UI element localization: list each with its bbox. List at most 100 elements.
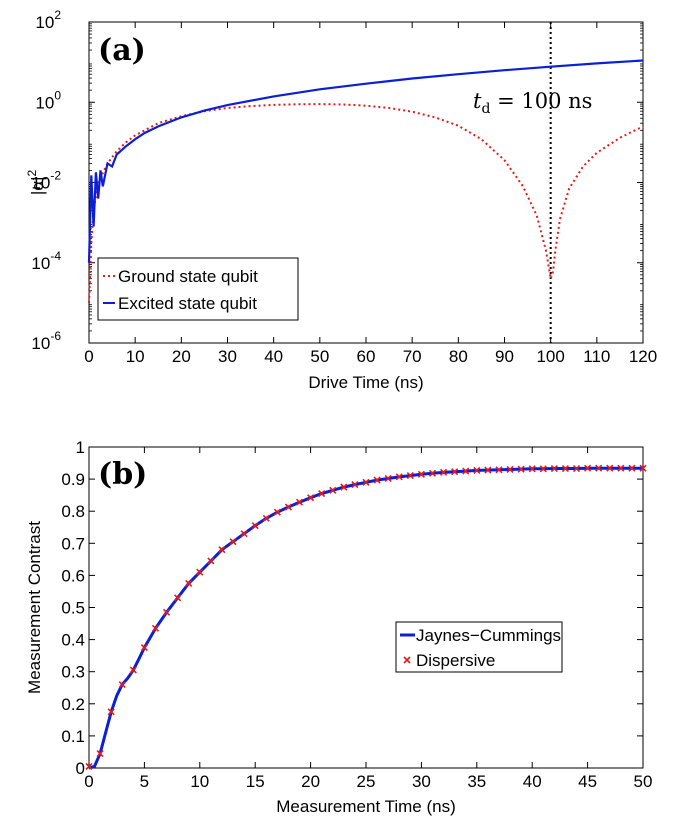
y-tick-label-a: 10-4 — [31, 249, 61, 273]
y-tick-exponent: 2 — [54, 8, 61, 22]
dispersive-marker — [129, 666, 137, 674]
panel-label-b: (b) — [98, 457, 147, 492]
y-tick-label-a: 10-2 — [31, 169, 61, 193]
y-tick-label-a: 10-6 — [31, 329, 61, 353]
dispersive-marker — [517, 465, 525, 473]
plot-area-b — [88, 446, 644, 769]
x-tick-label-a: 90 — [495, 347, 514, 366]
x-axis-label-a: Drive Time (ns) — [308, 373, 423, 392]
y-tick-label-b: 0.3 — [61, 663, 85, 682]
y-tick-label-b: 0.1 — [61, 727, 85, 746]
dispersive-marker — [151, 624, 160, 632]
dispersive-marker — [96, 749, 104, 758]
y-tick-label-b: 0.5 — [61, 599, 85, 618]
x-tick-label-b: 50 — [634, 772, 653, 791]
y-tick-exponent: -2 — [50, 169, 61, 183]
y-tick-label-a: 102 — [35, 8, 61, 32]
y-tick-label-b: 0.7 — [61, 534, 85, 553]
dispersive-marker — [451, 468, 459, 476]
y-axis-label-base: |α| — [28, 177, 47, 196]
legend-a: Ground state qubit Excited state qubit — [97, 257, 299, 321]
dispersive-marker — [162, 608, 171, 616]
y-tick-base: 10 — [35, 93, 54, 112]
x-tick-label-b: 25 — [357, 772, 376, 791]
legend-box-a — [97, 257, 299, 321]
dispersive-marker — [240, 530, 248, 538]
legend-b: Jaynes−Cummings Dispersive — [395, 621, 563, 673]
y-tick-label-b: 0.9 — [61, 470, 85, 489]
dispersive-marker — [606, 464, 614, 472]
x-tick-label-b: 40 — [523, 772, 542, 791]
dispersive-marker — [473, 466, 481, 474]
y-tick-base: 10 — [35, 13, 54, 32]
y-axis-label-sup: 2 — [25, 170, 39, 177]
legend-entry-b: Jaynes−Cummings — [416, 626, 561, 645]
dispersive-marker — [639, 464, 647, 472]
y-tick-label-b: 0.8 — [61, 502, 85, 521]
dispersive-marker — [484, 466, 492, 474]
x-tick-label-b: 45 — [578, 772, 597, 791]
dispersive-marker — [307, 494, 315, 502]
dispersive-marker — [628, 464, 636, 472]
x-tick-label-a: 0 — [84, 347, 93, 366]
dispersive-marker — [262, 514, 270, 522]
y-tick-base: 10 — [31, 174, 50, 193]
dispersive-marker — [550, 464, 558, 473]
legend-swatch-b — [403, 656, 411, 664]
dispersive-marker — [251, 522, 259, 530]
legend-entry-a: Excited state qubit — [118, 294, 257, 313]
y-tick-base: 10 — [31, 334, 50, 353]
legend-entry-b: Dispersive — [416, 651, 495, 670]
x-tick-label-a: 60 — [357, 347, 376, 366]
dispersive-marker — [595, 464, 603, 472]
excited-state-line — [87, 59, 644, 263]
panel-a: 0 10 20 30 40 50 60 70 80 90 100 110 12010-610-410-2… — [25, 8, 657, 392]
y-tick-exponent: -4 — [50, 249, 61, 263]
x-tick-label-b: 15 — [246, 772, 265, 791]
dispersive-marker — [417, 470, 425, 478]
dispersive-marker — [617, 464, 625, 472]
dispersive-marker — [406, 472, 414, 480]
dispersive-marker — [373, 476, 381, 484]
x-tick-label-b: 20 — [301, 772, 320, 791]
jaynes-cummings-line — [88, 466, 643, 770]
x-tick-label-a: 110 — [583, 347, 610, 366]
dispersive-marker — [218, 546, 226, 554]
dispersive-marker — [362, 478, 370, 486]
dispersive-marker — [528, 465, 536, 473]
dispersive-marker — [561, 464, 570, 473]
x-tick-label-a: 50 — [310, 347, 329, 366]
dispersive-marker — [539, 465, 547, 473]
dispersive-marker — [284, 503, 293, 511]
x-tick-label-a: 80 — [449, 347, 468, 366]
td-symbol: t — [473, 89, 482, 113]
dispersive-marker — [506, 465, 514, 474]
x-axis-label-b: Measurement Time (ns) — [276, 797, 456, 816]
panel-b: 0 5 10 15 20 25 30 35 40 45 50 0 0.1 0.2 0.3 0.4 0.5 0.6 0… — [25, 438, 652, 816]
x-tick-label-b: 10 — [190, 772, 209, 791]
y-axis-label-a: |α|2 — [25, 170, 47, 196]
dispersive-marker — [185, 579, 193, 587]
x-tick-label-a: 10 — [126, 347, 145, 366]
x-tick-label-b: 30 — [412, 772, 431, 791]
legend-box-b — [395, 621, 563, 673]
y-tick-label-b: 0 — [76, 759, 85, 778]
dispersive-marker — [584, 464, 592, 472]
td-annotation: td = 100 ns — [473, 89, 592, 117]
dispersive-marker — [439, 468, 448, 476]
dispersive-markers — [85, 464, 647, 770]
dispersive-marker — [118, 680, 126, 689]
dispersive-marker — [107, 708, 115, 716]
y-tick-label-a: 100 — [35, 88, 61, 112]
y-axis-label-b: Measurement Contrast — [25, 521, 44, 694]
x-tick-label-a: 100 — [536, 347, 564, 366]
y-tick-base: 10 — [31, 254, 50, 273]
td-value: = 100 ns — [490, 89, 592, 113]
panel-label-a: (a) — [98, 33, 146, 68]
dispersive-marker — [295, 498, 304, 506]
x-tick-label-a: 120 — [629, 347, 657, 366]
y-tick-label-b: 1 — [76, 438, 85, 457]
x-tick-label-b: 0 — [84, 772, 93, 791]
dispersive-marker — [273, 508, 281, 516]
